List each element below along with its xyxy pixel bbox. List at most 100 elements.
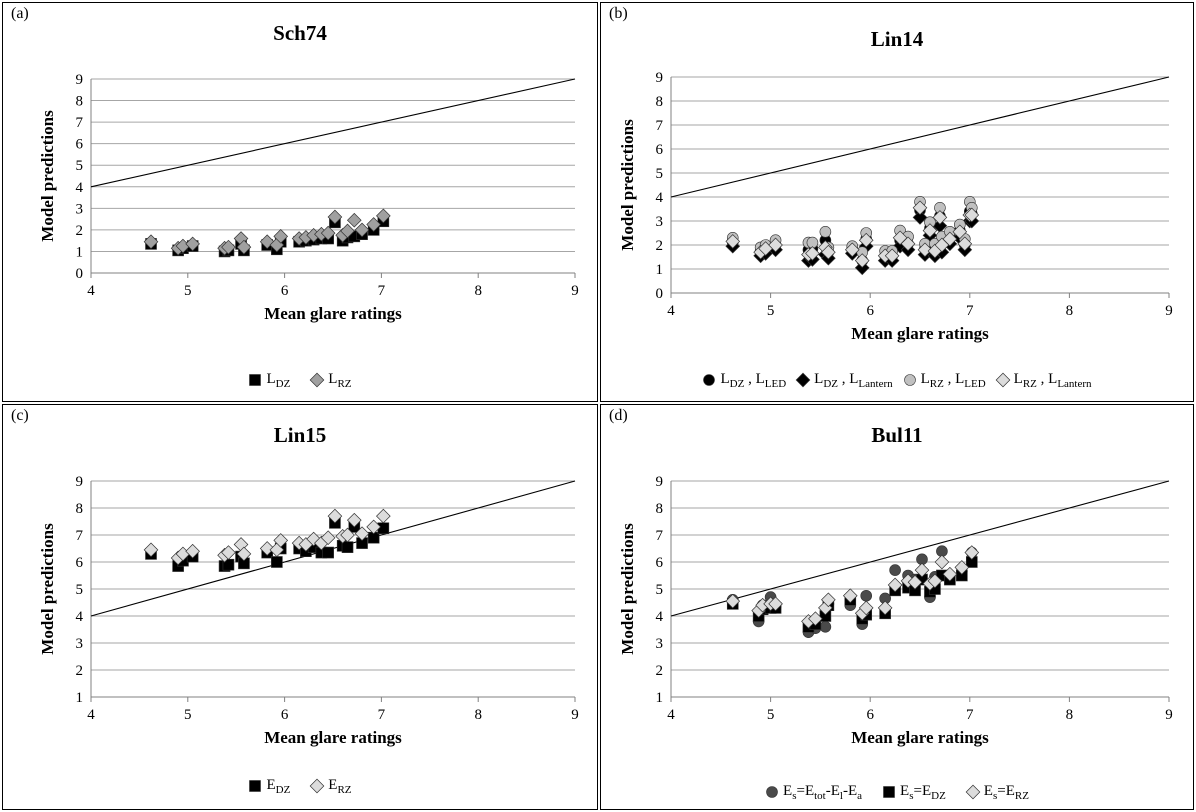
data-point	[376, 208, 391, 224]
data-point	[912, 200, 928, 216]
data-point	[327, 209, 343, 225]
y-tick-label: 6	[656, 555, 664, 571]
legend-item: EDZ	[248, 777, 290, 796]
y-tick-label: 7	[76, 528, 84, 544]
y-tick-label: 3	[76, 201, 84, 217]
y-tick-label: 8	[76, 94, 84, 110]
legend: LDZ LRZ	[3, 371, 597, 390]
data-point	[884, 248, 900, 264]
y-tick-label: 6	[656, 142, 664, 158]
y-tick-label: 0	[656, 286, 664, 302]
legend-label: LRZ	[328, 371, 352, 390]
y-tick-label: 3	[656, 214, 664, 230]
data-point	[273, 229, 289, 244]
chart-title: Lin15	[273, 423, 327, 447]
y-tick-label: 0	[76, 266, 84, 282]
x-axis-label: Mean glare ratings	[264, 728, 402, 747]
data-point	[821, 244, 836, 260]
data-point	[877, 600, 893, 616]
data-point	[259, 541, 275, 556]
legend-label: LDZ , LLED	[720, 371, 787, 390]
scatter-plot-d: 1 2 3 4 5 6 7 8 9 4 5 6 7 8 9 Mean glare ratings Model p…	[618, 474, 1173, 747]
x-tick-label: 8	[474, 707, 482, 723]
data-point	[907, 574, 923, 590]
y-tick-label: 4	[76, 180, 84, 196]
y-axis-label: Model predictions	[38, 110, 57, 242]
y-tick-label: 5	[656, 166, 664, 182]
data-point	[964, 207, 980, 223]
legend-marker	[795, 372, 811, 387]
data-point	[221, 545, 236, 560]
data-point	[858, 232, 874, 248]
y-tick-label: 2	[656, 238, 664, 254]
scatter-plot-b: 0 1 2 3 4 5 6 7 8 9 4 5 6 7 8 9 Mean glare ratings Model …	[618, 70, 1173, 343]
data-point	[768, 237, 783, 253]
reference-line	[670, 480, 1170, 617]
x-tick-label: 9	[571, 283, 579, 299]
legend-label: LRZ , LLED	[920, 371, 986, 390]
y-tick-label: 3	[656, 636, 664, 652]
legend-label: LDZ	[266, 371, 291, 390]
data-point	[819, 621, 832, 633]
legend-marker	[309, 372, 325, 387]
y-tick-label: 7	[656, 118, 664, 134]
legend-item: LDZ , LLantern	[795, 371, 893, 390]
legend-item: Es=EDZ	[882, 783, 946, 802]
data-point	[854, 253, 870, 268]
chart-title: Lin14	[870, 27, 924, 51]
x-tick-label: 5	[184, 283, 192, 299]
data-point	[912, 210, 928, 225]
data-point	[934, 554, 950, 570]
legend-label: Es=Etot-El-Ea	[783, 783, 863, 802]
data-point	[320, 225, 336, 241]
data-point	[185, 236, 200, 252]
legend-item: LDZ , LLED	[702, 371, 786, 390]
data-point	[143, 542, 159, 558]
legend-label: Es=ERZ	[983, 783, 1029, 802]
y-tick-label: 6	[76, 137, 84, 153]
series-1	[143, 508, 391, 566]
legend: LDZ , LLED LDZ , LLantern LRZ , LLED LRZ , …	[601, 371, 1193, 390]
data-point	[236, 546, 252, 562]
y-tick-label: 6	[76, 555, 84, 571]
x-tick-label: 4	[87, 283, 95, 299]
legend-item: LDZ	[248, 371, 290, 390]
legend-label: ERZ	[328, 777, 352, 796]
data-point	[236, 239, 252, 255]
y-tick-label: 9	[76, 72, 84, 88]
y-tick-label: 2	[76, 663, 84, 679]
y-tick-label: 1	[76, 244, 84, 260]
legend-label: Es=EDZ	[900, 783, 946, 802]
y-axis-label: Model predictions	[618, 523, 637, 655]
data-point	[725, 234, 741, 249]
panel-letter: (d)	[609, 407, 628, 424]
data-point	[821, 592, 836, 608]
legend-marker	[995, 372, 1010, 387]
y-tick-label: 5	[656, 582, 664, 598]
x-tick-label: 6	[281, 283, 289, 299]
data-point	[322, 546, 334, 559]
x-tick-label: 7	[378, 283, 386, 299]
legend: EDZ ERZ	[3, 777, 597, 796]
data-point	[366, 217, 381, 232]
data-point	[185, 543, 200, 559]
y-tick-label: 9	[76, 474, 84, 490]
reference-line	[670, 76, 1170, 198]
y-tick-label: 4	[656, 190, 664, 206]
x-tick-label: 8	[1066, 707, 1074, 723]
y-tick-label: 3	[76, 636, 84, 652]
y-tick-label: 9	[656, 474, 664, 490]
data-point	[842, 588, 858, 604]
legend-item: Es=ERZ	[965, 783, 1029, 802]
y-tick-label: 4	[76, 609, 84, 625]
x-tick-label: 4	[667, 303, 675, 319]
data-point	[768, 596, 783, 612]
legend-item: ERZ	[309, 777, 352, 796]
data-point	[819, 226, 832, 238]
series-2	[725, 545, 980, 629]
x-tick-label: 6	[866, 707, 874, 723]
data-point	[942, 231, 958, 247]
y-tick-label: 1	[656, 690, 664, 706]
data-point	[366, 519, 381, 535]
legend-item: LRZ	[309, 371, 352, 390]
